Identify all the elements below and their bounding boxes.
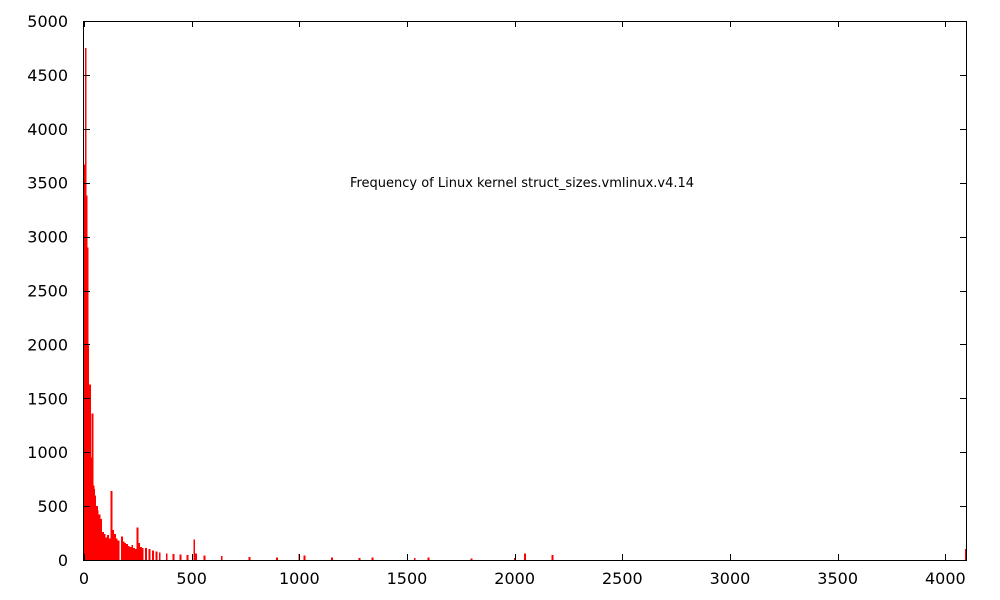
bar (117, 540, 120, 560)
bar (195, 553, 197, 560)
y-tick-label: 3500 (27, 174, 68, 193)
bar (127, 545, 130, 560)
plot-frame (83, 21, 967, 561)
bars-group (83, 47, 967, 560)
bar (124, 542, 127, 560)
bar (303, 555, 306, 560)
bar (139, 547, 142, 560)
bar (122, 541, 125, 560)
bar (193, 539, 196, 560)
y-tick-label: 2500 (27, 282, 68, 301)
bar (100, 519, 103, 560)
y-tick-label: 4500 (27, 66, 68, 85)
bar (112, 529, 115, 560)
bar (470, 558, 473, 560)
x-tick-label: 0 (79, 569, 89, 588)
bar (126, 543, 128, 560)
bar (103, 534, 106, 560)
bar (131, 544, 134, 560)
bar (121, 536, 123, 560)
bar (129, 547, 132, 560)
bar (276, 557, 278, 560)
x-tick-label: 1500 (387, 569, 428, 588)
bar (141, 548, 144, 560)
y-tick-label: 1000 (27, 443, 68, 462)
bar (152, 550, 154, 560)
bar (220, 556, 223, 560)
y-tick-label: 500 (37, 497, 68, 516)
bar (145, 548, 147, 560)
bar (203, 555, 206, 560)
bar (155, 551, 158, 560)
x-tick-label: 3000 (710, 569, 751, 588)
bar (102, 531, 104, 560)
axis-tick-labels: 0 500 1000 1500 2000 2500 3000 3500 4000 0 500 1000… (27, 12, 965, 588)
bar (105, 537, 108, 560)
bar (165, 553, 168, 560)
bar (551, 555, 554, 560)
x-tick-label: 2500 (602, 569, 643, 588)
bar (107, 535, 110, 560)
bar (186, 555, 189, 560)
bar (158, 552, 161, 560)
bar (248, 556, 251, 560)
bar (115, 538, 118, 560)
y-tick-label: 5000 (27, 12, 68, 31)
y-tick-label: 0 (58, 551, 68, 570)
bar (172, 554, 175, 560)
bar (358, 557, 361, 560)
x-tick-label: 2000 (494, 569, 535, 588)
x-tick-label: 3500 (817, 569, 858, 588)
bar (413, 557, 416, 560)
x-tick-label: 1000 (279, 569, 320, 588)
bar (331, 557, 333, 560)
y-tick-label: 4000 (27, 120, 68, 139)
chart-title: Frequency of Linux kernel struct_sizes.v… (350, 176, 694, 191)
bar (427, 557, 430, 560)
x-tick-label: 4000 (925, 569, 966, 588)
bar (524, 553, 526, 560)
bar (108, 538, 111, 560)
bar (134, 549, 137, 560)
bar (179, 554, 182, 560)
axis-ticks (84, 21, 966, 561)
x-tick-label: 500 (176, 569, 207, 588)
bar (513, 557, 516, 560)
bar (133, 548, 135, 560)
bar (114, 534, 116, 560)
y-tick-label: 2000 (27, 335, 68, 354)
y-tick-label: 3000 (27, 228, 68, 247)
bar (110, 491, 113, 560)
bar (138, 542, 141, 560)
bar (371, 557, 374, 560)
bar (136, 527, 139, 560)
y-tick-label: 1500 (27, 389, 68, 408)
bar (148, 549, 151, 560)
